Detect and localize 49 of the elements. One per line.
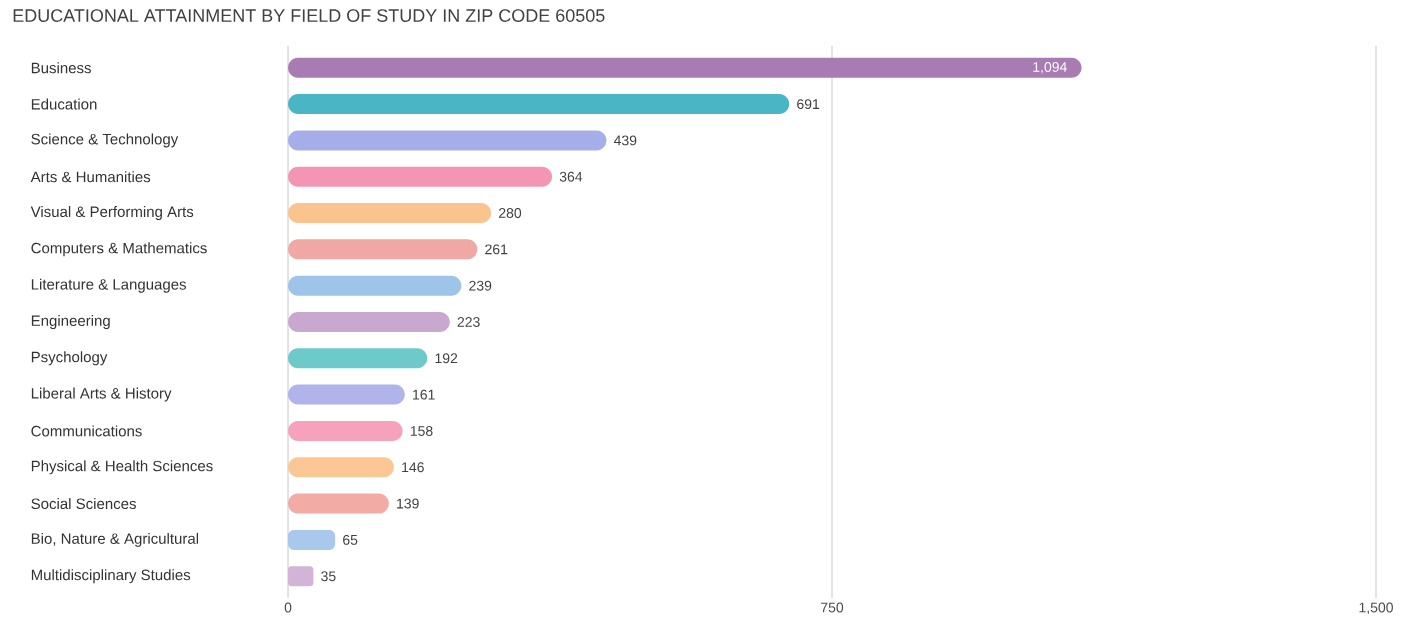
data-label: 223 (457, 317, 480, 327)
bar (288, 348, 428, 369)
y-tick-label: Bio, Nature & Agricultural (31, 532, 199, 547)
data-label: 691 (797, 99, 820, 110)
y-tick-label: Multidisciplinary Studies (31, 569, 191, 584)
y-tick-label: Arts & Humanities (30, 171, 151, 183)
bar (288, 130, 607, 151)
y-tick-label: Liberal Arts & History (31, 387, 172, 402)
bar (288, 311, 450, 332)
y-tick-label: Business (31, 62, 91, 74)
bar (288, 166, 553, 187)
y-tick-label: Physical & Health Sciences (31, 460, 213, 475)
data-label: 239 (469, 280, 492, 291)
bar (288, 239, 478, 260)
y-tick-label: Communications (31, 425, 142, 437)
data-label: 146 (402, 462, 424, 473)
y-tick-label: Science & Technology (31, 133, 179, 148)
bar (288, 420, 403, 441)
x-tick-label: 1,500 (1359, 602, 1393, 615)
data-label: 439 (613, 135, 637, 146)
y-tick-label: Social Sciences (31, 498, 136, 510)
data-label: 192 (435, 353, 458, 364)
data-label: 161 (413, 389, 435, 400)
bar (288, 566, 314, 587)
bar (288, 493, 389, 514)
x-tick-label: 0 (284, 602, 292, 613)
data-label: 139 (397, 498, 419, 509)
data-label: 364 (559, 171, 583, 182)
y-tick-label: Literature & Languages (31, 278, 187, 293)
y-tick-label: Education (31, 98, 97, 110)
y-tick-label: Computers & Mathematics (31, 242, 207, 257)
data-label: 261 (485, 244, 508, 255)
data-label: 280 (499, 208, 522, 218)
y-tick-label: Visual & Performing Arts (30, 206, 194, 221)
bar (288, 457, 394, 478)
y-tick-label: Engineering (31, 314, 110, 329)
bar (288, 275, 462, 296)
bar (288, 529, 336, 550)
y-tick-label: Psychology (31, 351, 108, 366)
chart-title: EDUCATIONAL ATTAINMENT BY FIELD OF STUDY IN ZIP CODE 60505 (13, 9, 605, 22)
data-label: 35 (321, 571, 336, 582)
bar (288, 203, 492, 224)
data-label: 65 (343, 534, 358, 545)
bar (288, 57, 1082, 78)
bar (288, 94, 790, 115)
x-tick-label: 750 (821, 602, 844, 613)
data-label: 1,094 (1033, 61, 1067, 74)
bar (288, 384, 405, 405)
data-label: 158 (410, 425, 433, 436)
